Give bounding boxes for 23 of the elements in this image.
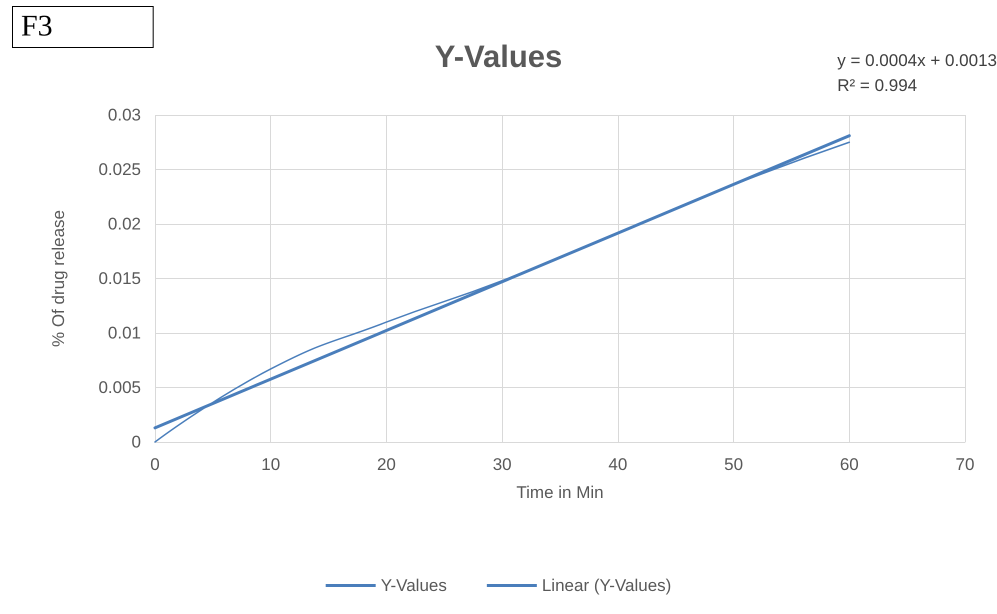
y-tick-label: 0.02: [108, 214, 141, 234]
x-tick-label: 40: [608, 455, 628, 474]
legend-label: Linear (Y-Values): [542, 576, 672, 595]
y-tick-label: 0.03: [108, 106, 141, 124]
x-tick-label: 20: [376, 455, 396, 474]
y-tick-label: 0.015: [98, 269, 141, 288]
y-tick-label: 0.01: [108, 324, 141, 342]
legend-label: Y-Values: [380, 576, 447, 595]
text: R² = 0.994: [837, 76, 918, 95]
x-tick-label: 50: [724, 455, 744, 474]
x-tick-label: 0: [150, 455, 160, 474]
x-tick-label: 30: [492, 455, 512, 474]
text: F3: [21, 10, 53, 42]
x-tick-label: 70: [956, 455, 974, 474]
x-tick-label: 10: [261, 455, 280, 474]
y-tick-label: 0.025: [98, 160, 141, 179]
x-axis-title: Time in Min: [516, 483, 604, 502]
chart-title: Y-Values: [434, 39, 562, 74]
text: y = 0.0004x + 0.0013: [837, 51, 997, 70]
y-tick-label: 0: [132, 432, 141, 452]
x-tick-label: 60: [840, 455, 859, 474]
y-axis-title: % Of drug release: [49, 210, 68, 348]
y-tick-label: 0.005: [98, 378, 141, 397]
